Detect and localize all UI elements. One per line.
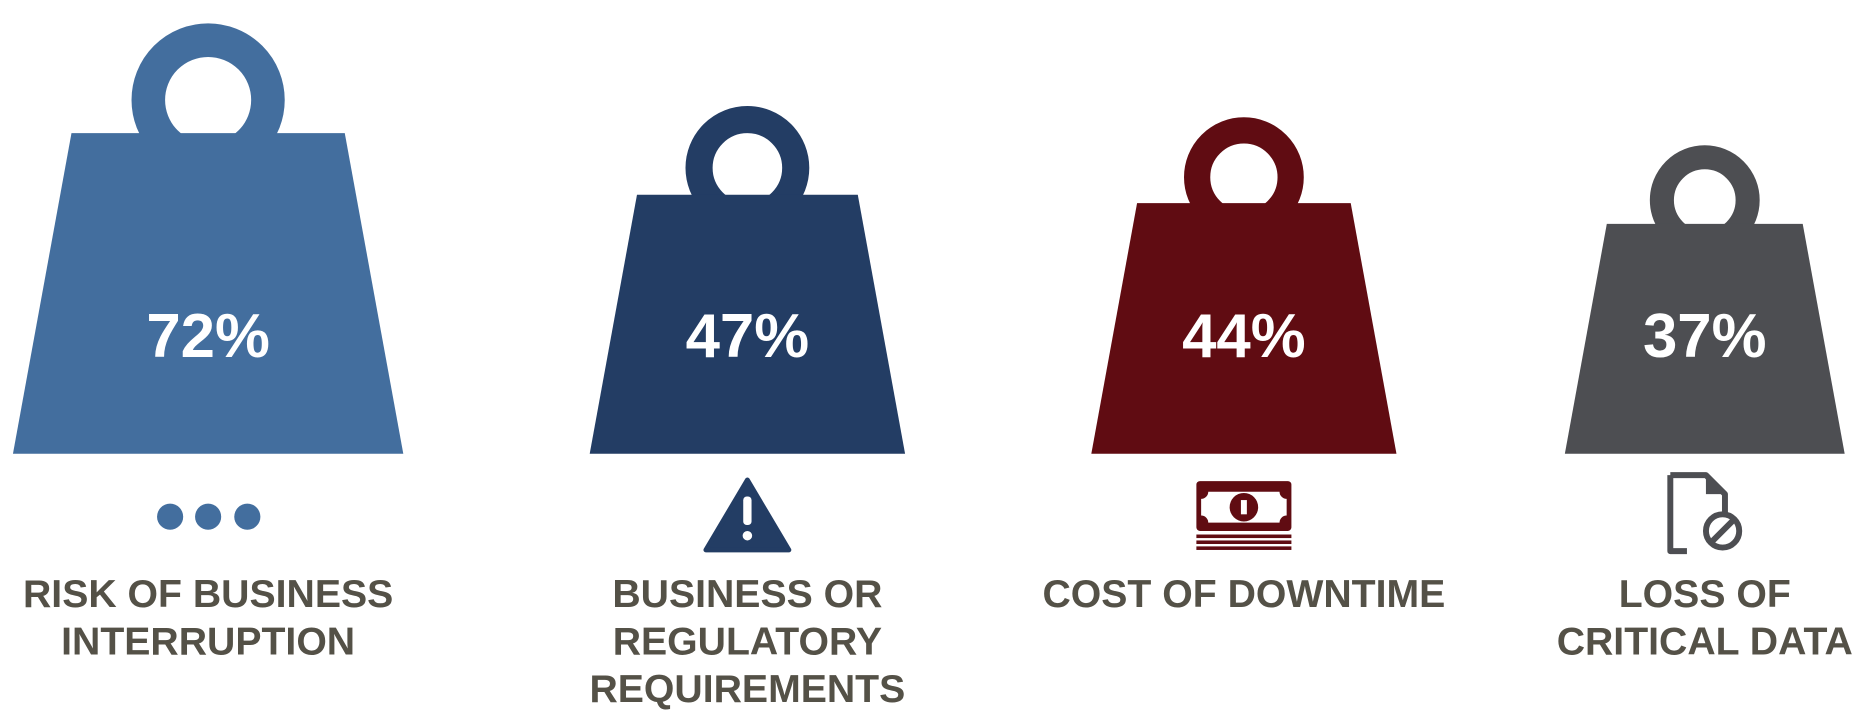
icon-warning: [703, 477, 792, 553]
icon-dots: [157, 503, 261, 530]
category-label: RISK OF BUSINESS INTERRUPTION: [22, 571, 394, 663]
category-label: COST OF DOWNTIME: [1042, 571, 1446, 616]
category-box: RISK OF BUSINESS INTERRUPTION: [22, 571, 394, 663]
value-label: 47%: [686, 302, 810, 371]
value-label: 44%: [1182, 302, 1306, 371]
weight-body: [1091, 203, 1397, 454]
weight: [589, 106, 906, 454]
weight-body: [1564, 223, 1845, 454]
category-box: BUSINESS OR REGULATORY REQUIREMENTS: [589, 571, 906, 711]
value-label: 72%: [146, 302, 270, 371]
weight-body: [589, 194, 906, 454]
icon-money: [1196, 481, 1292, 550]
category-box: LOSS OF CRITICAL DATA: [1556, 571, 1853, 663]
value-label: 37%: [1643, 302, 1767, 371]
weight: [12, 23, 404, 454]
weight: [1091, 117, 1397, 454]
category-label: LOSS OF CRITICAL DATA: [1556, 571, 1853, 663]
category-box: COST OF DOWNTIME: [1042, 571, 1446, 616]
weight: [1564, 145, 1845, 454]
category-label: BUSINESS OR REGULATORY REQUIREMENTS: [589, 571, 906, 711]
weight-body: [12, 133, 404, 454]
icon-file-blocked: [1667, 472, 1743, 555]
